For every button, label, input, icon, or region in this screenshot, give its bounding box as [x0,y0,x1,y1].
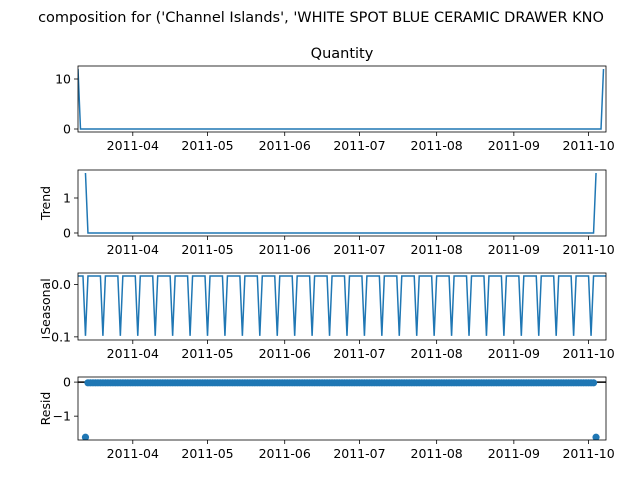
x-tick-label: 2011-04 [107,446,159,461]
observed-series-line [78,68,605,130]
x-tick-label: 2011-05 [181,138,233,153]
x-tick-label: 2011-08 [411,242,463,257]
y-tick-label: 0 [63,375,71,390]
resid-point [592,433,600,440]
x-tick-label: 2011-06 [259,138,311,153]
panel-resid: 2011-04 2011-05 2011-06 2011-07 2011-08 2011-… [38,375,615,461]
figure-suptitle: composition for ('Channel Islands', 'WHI… [38,10,604,26]
x-tick-label: 2011-09 [488,446,540,461]
seasonal-axes-frame [77,272,607,341]
y-tick-label: −1 [53,409,71,424]
seasonal-ylabel: Seasonal [38,278,53,335]
x-tick-label: 2011-06 [259,346,311,361]
trend-plot-area [84,172,597,234]
x-tick-label: 2011-06 [259,446,311,461]
x-tick-label: 2011-10 [562,242,614,257]
resid-point [81,433,90,440]
observed-title: Quantity [311,46,374,62]
resid-point [589,379,598,387]
x-tick-label: 2011-04 [107,346,159,361]
y-tick-label: 0 [63,225,71,240]
panel-seasonal: 2011-04 2011-05 2011-06 2011-07 2011-08 2011-… [38,272,615,361]
panels-group: 2011-04 2011-05 2011-06 2011-07 2011-08 2011-… [38,46,615,461]
x-tick-label: 2011-10 [562,138,614,153]
seasonal-series-line [78,275,606,336]
x-tick-label: 2011-07 [333,446,385,461]
x-tick-label: 2011-05 [181,242,233,257]
y-tick-label: 10 [55,72,71,87]
x-tick-label: 2011-08 [411,346,463,361]
x-tick-label: 2011-10 [562,446,614,461]
trend-series-line [84,172,597,234]
x-tick-label: 2011-04 [107,242,159,257]
panel-observed: 2011-04 2011-05 2011-06 2011-07 2011-08 2011-… [55,46,615,153]
resid-ylabel: Resid [38,392,53,426]
x-tick-label: 2011-07 [333,242,385,257]
trend-ylabel: Trend [38,186,53,221]
seasonal-plot-area [78,275,606,336]
x-tick-label: 2011-05 [181,346,233,361]
x-tick-label: 2011-05 [181,446,233,461]
resid-plot-area [78,379,606,440]
resid-axes-frame [77,376,607,441]
x-tick-label: 2011-08 [411,138,463,153]
y-tick-label: 0 [63,122,71,137]
observed-plot-area [78,68,605,130]
x-tick-label: 2011-09 [488,138,540,153]
y-tick-label: 0.0 [51,277,71,292]
y-tick-label: −0.1 [41,329,71,344]
panel-trend: 2011-04 2011-05 2011-06 2011-07 2011-08 2011-… [38,169,615,257]
observed-axes-frame [77,65,607,133]
x-tick-label: 2011-04 [107,138,159,153]
x-tick-label: 2011-09 [488,346,540,361]
x-tick-label: 2011-07 [333,346,385,361]
x-tick-label: 2011-10 [562,346,614,361]
x-tick-label: 2011-09 [488,242,540,257]
x-tick-label: 2011-08 [411,446,463,461]
x-tick-label: 2011-06 [259,242,311,257]
x-tick-label: 2011-07 [333,138,385,153]
trend-axes-frame [77,169,607,237]
y-tick-label: 1 [63,190,71,205]
